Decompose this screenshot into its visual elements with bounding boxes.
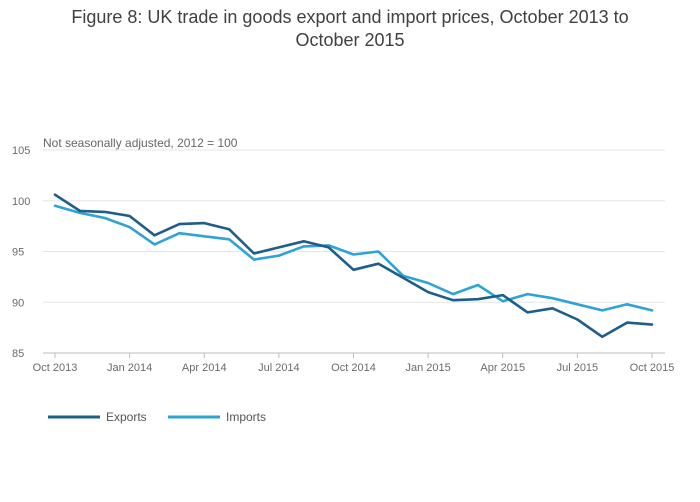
- y-tick-label-85: 85: [12, 348, 24, 360]
- y-tick-label-105: 105: [12, 145, 30, 157]
- chart-title-line-2: October 2015: [295, 30, 405, 50]
- series-line-imports: [53, 204, 654, 312]
- chart-title: Figure 8: UK trade in goods export and i…: [0, 6, 700, 52]
- x-axis: Oct 2013 Jan 2014 Apr 2014 Jul 2014 Oct 2014…: [33, 353, 675, 374]
- x-tick-label-5: Jan 2015: [405, 362, 450, 374]
- x-tick-label-2: Apr 2014: [182, 362, 227, 374]
- x-tick-label-3: Jul 2014: [258, 362, 300, 374]
- y-axis: 85 90 95 100 105: [12, 145, 30, 360]
- series-line-exports: [53, 193, 654, 339]
- legend: Exports Imports: [48, 410, 266, 424]
- series-lines: [53, 193, 654, 339]
- x-tick-label-8: Oct 2015: [630, 362, 675, 374]
- legend-label-imports: Imports: [226, 410, 266, 424]
- chart-title-line-1: Figure 8: UK trade in goods export and i…: [71, 7, 629, 27]
- y-tick-label-100: 100: [12, 196, 30, 208]
- x-tick-label-7: Jul 2015: [557, 362, 599, 374]
- chart-subtitle: Not seasonally adjusted, 2012 = 100: [43, 136, 238, 150]
- y-tick-label-90: 90: [12, 297, 24, 309]
- x-tick-label-1: Jan 2014: [107, 362, 152, 374]
- x-tick-label-4: Oct 2014: [331, 362, 376, 374]
- x-tick-label-0: Oct 2013: [33, 362, 78, 374]
- legend-label-exports: Exports: [106, 410, 147, 424]
- y-tick-label-95: 95: [12, 247, 24, 259]
- x-tick-label-6: Apr 2015: [480, 362, 525, 374]
- gridlines: [43, 149, 665, 354]
